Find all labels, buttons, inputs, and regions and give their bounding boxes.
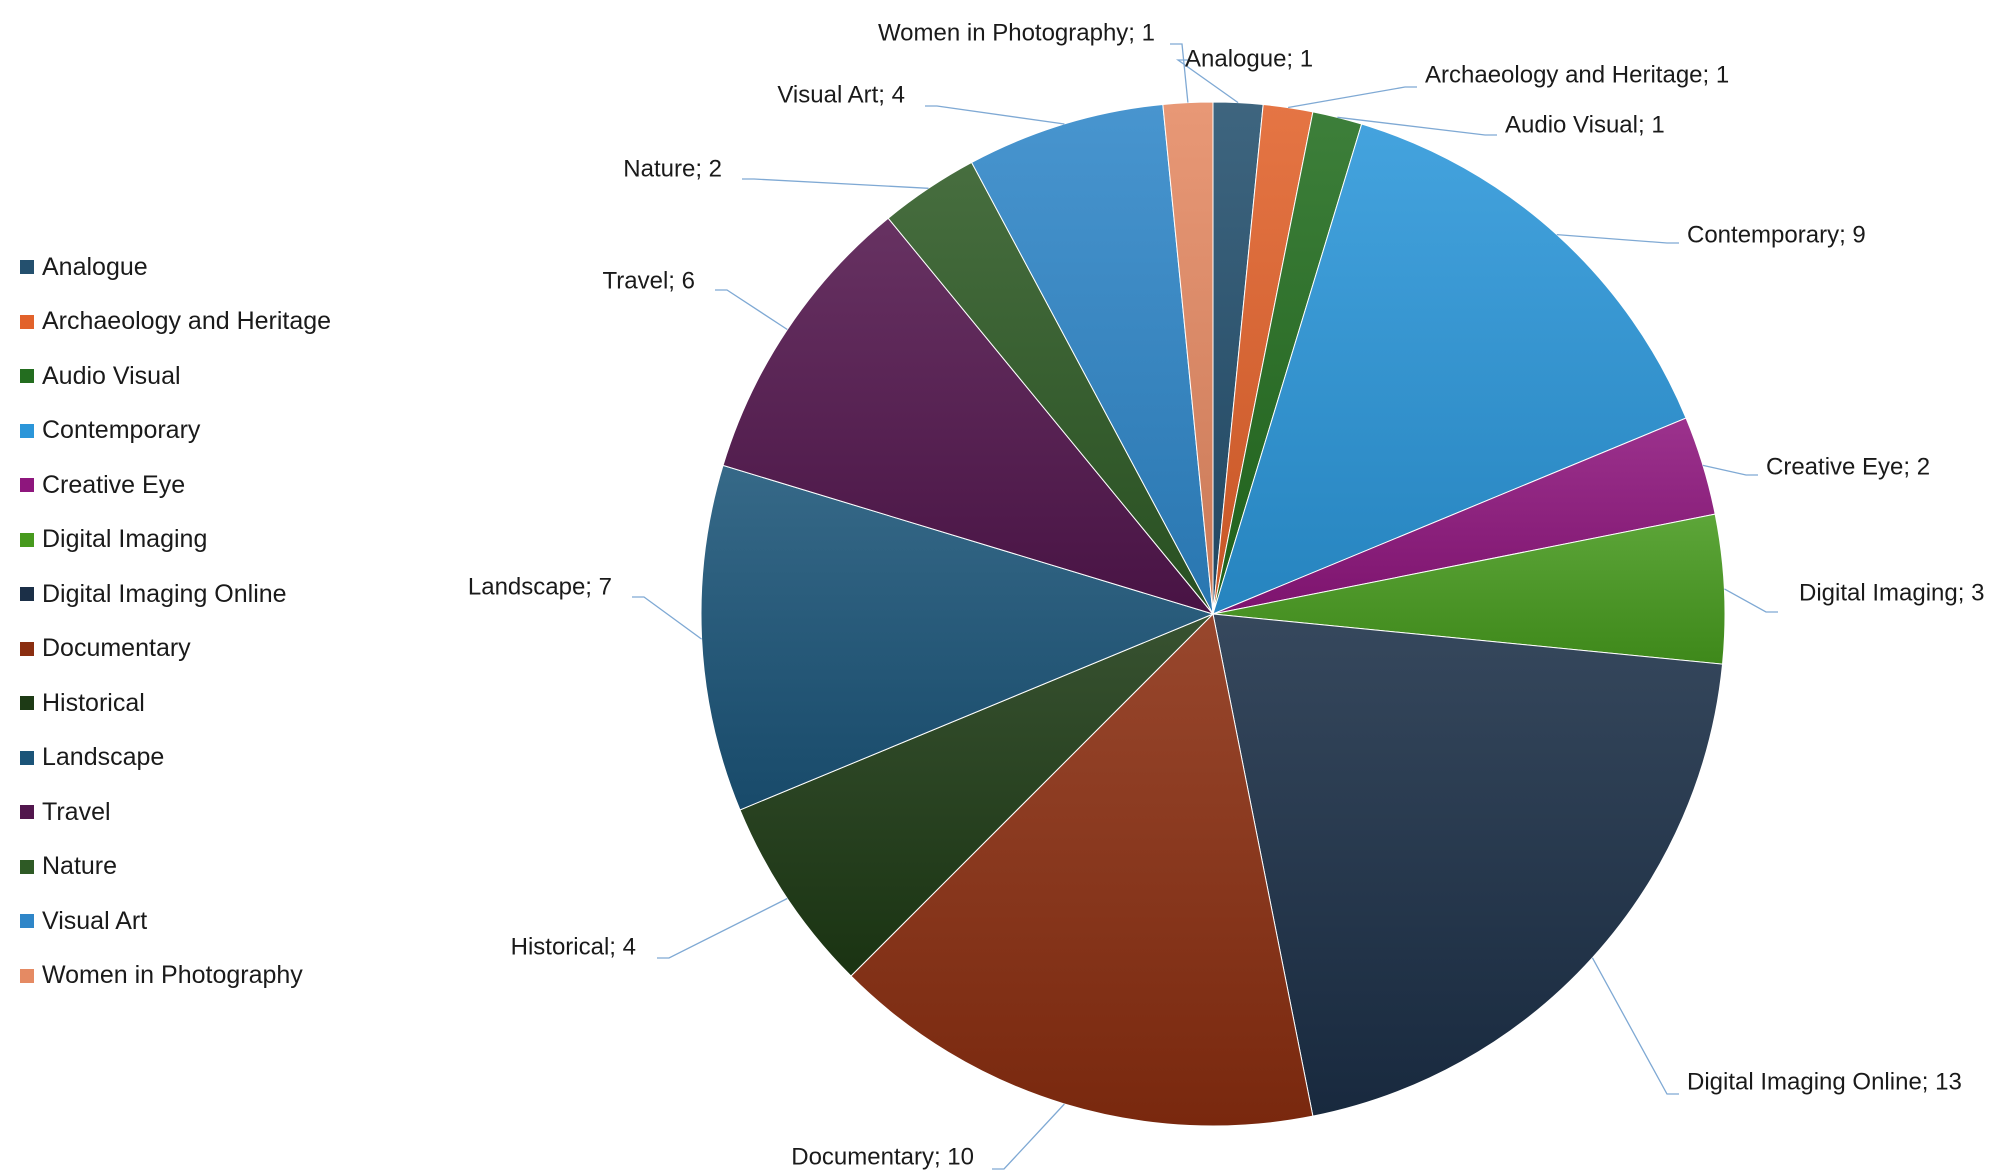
legend-label: Archaeology and Heritage [42,307,332,336]
legend-label: Travel [42,797,111,826]
legend-swatch [20,641,34,656]
legend-item-nature: Nature [20,840,331,895]
data-label-women-in-photography: Women in Photography; 1 [878,19,1155,46]
legend-label: Documentary [42,634,191,663]
slice-digital-imaging-online [1212,613,1724,1117]
slice-documentary [850,612,1314,1127]
legend-swatch [20,750,34,765]
legend-item-audio-visual: Audio Visual [20,349,331,404]
legend-item-documentary: Documentary [20,622,331,677]
data-label-digital-imaging-online: Digital Imaging Online; 13 [1687,1068,1962,1095]
data-label-landscape: Landscape; 7 [468,573,612,600]
leader-line-contemporary [1556,233,1679,244]
legend-label: Nature [42,852,118,881]
leader-line-nature [742,178,929,189]
data-label-historical: Historical; 4 [511,933,636,960]
legend-swatch [20,260,34,275]
legend-label: Analogue [42,252,148,281]
leader-line-visual-art [925,105,1065,125]
data-label-travel: Travel; 6 [603,267,695,294]
legend-item-contemporary: Contemporary [20,404,331,459]
legend-item-digital-imaging: Digital Imaging [20,513,331,568]
slice-historical [739,613,1214,977]
data-label-analogue: Analogue; 1 [1185,45,1313,72]
leader-lines [632,43,1778,1170]
slice-landscape [700,464,1215,811]
data-label-digital-imaging: Digital Imaging; 3 [1799,579,1984,606]
legend-swatch [20,587,34,602]
data-label-audio-visual: Audio Visual; 1 [1505,111,1665,138]
slice-women-in-photography [1162,101,1214,615]
legend-swatch [20,968,34,983]
slice-visual-art [970,103,1214,615]
legend-item-creative-eye: Creative Eye [20,458,331,513]
leader-line-audio-visual [1337,116,1497,136]
data-label-creative-eye: Creative Eye; 2 [1766,453,1930,480]
legend-swatch [20,696,34,711]
legend-item-visual-art: Visual Art [20,894,331,949]
data-labels: Analogue; 1 Archaeology and Heritage; 1 Au… [468,19,1985,1170]
chart-legend: Analogue Archaeology and Heritage Audio Vi… [20,240,331,1003]
legend-swatch [20,805,34,820]
leader-line-digital-imaging [1724,588,1778,613]
legend-item-landscape: Landscape [20,731,331,786]
legend-swatch [20,423,34,438]
legend-swatch [20,859,34,874]
leader-line-women-in-photography [1170,43,1189,103]
leader-line-analogue [1175,59,1239,104]
legend-item-women-in-photography: Women in Photography [20,949,331,1004]
slice-travel [722,217,1215,615]
legend-label: Audio Visual [42,361,181,390]
legend-swatch [20,314,34,329]
legend-label: Historical [42,688,145,717]
pie-slices [700,101,1726,1127]
data-label-archaeology-and-heritage: Archaeology and Heritage; 1 [1425,61,1729,88]
leader-line-historical [657,897,788,959]
legend-label: Women in Photography [42,961,303,990]
legend-label: Landscape [42,743,165,772]
data-label-nature: Nature; 2 [623,155,722,182]
data-label-visual-art: Visual Art; 4 [777,81,905,108]
legend-item-digital-imaging-online: Digital Imaging Online [20,567,331,622]
legend-item-historical: Historical [20,676,331,731]
leader-line-digital-imaging-online [1591,957,1679,1095]
legend-swatch [20,914,34,929]
leader-line-archaeology-and-heritage [1287,86,1417,109]
data-label-documentary: Documentary; 10 [791,1143,974,1170]
legend-swatch [20,478,34,493]
leader-line-travel [715,289,788,331]
legend-label: Digital Imaging Online [42,579,287,608]
legend-label: Creative Eye [42,470,186,499]
legend-label: Contemporary [42,416,201,445]
legend-item-archaeology-and-heritage: Archaeology and Heritage [20,295,331,350]
legend-item-travel: Travel [20,785,331,840]
leader-line-creative-eye [1702,464,1758,476]
legend-swatch [20,532,34,547]
legend-swatch [20,369,34,384]
legend-item-analogue: Analogue [20,240,331,295]
legend-label: Digital Imaging [42,525,208,554]
leader-line-landscape [632,596,702,640]
leader-line-documentary [992,1103,1065,1170]
data-label-contemporary: Contemporary; 9 [1687,221,1866,248]
legend-label: Visual Art [42,906,148,935]
